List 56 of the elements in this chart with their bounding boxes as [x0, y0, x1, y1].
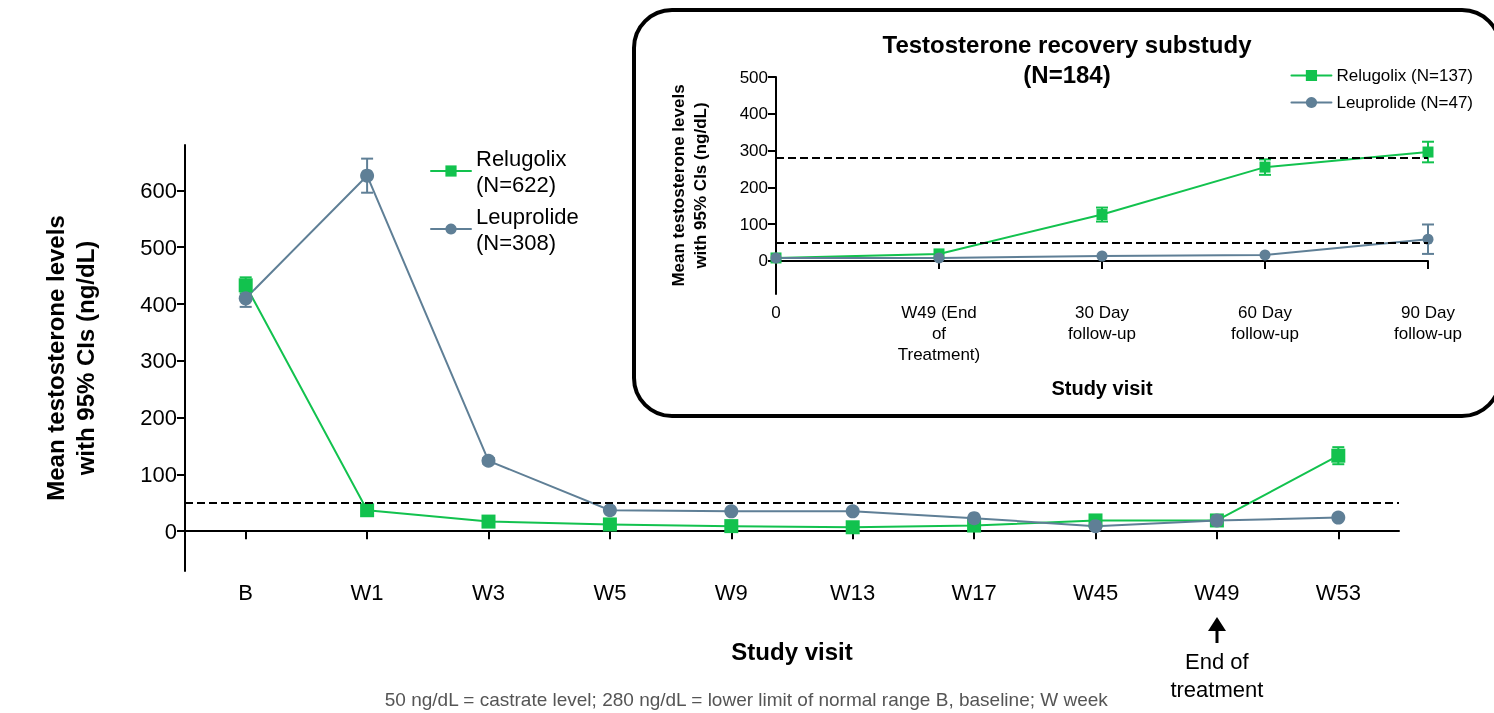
point	[724, 504, 739, 519]
y-tick-label: 400	[140, 291, 177, 317]
x-tick-label: W1	[350, 579, 384, 605]
x-tick-label: 90 Day follow-up	[1393, 303, 1463, 343]
y-tick-label: 600	[140, 177, 177, 203]
x-tick-label: 60 Day follow-up	[1230, 303, 1300, 343]
point	[1331, 510, 1346, 525]
legend-label: Leuprolide (N=308)	[476, 203, 579, 255]
point	[1088, 519, 1103, 534]
x-tick-label: W45	[1072, 579, 1119, 605]
y-tick-label: 500	[739, 67, 768, 87]
legend-label: Relugolix (N=622)	[476, 145, 567, 197]
y-tick-label: 0	[164, 518, 177, 544]
y-axis-title: Mean testosterone levels with 95% CIs (ng/dL)	[668, 84, 710, 287]
point	[724, 519, 739, 534]
y-tick-label: 0	[758, 251, 768, 271]
point	[481, 514, 496, 529]
y-axis-title: Mean testosterone levels with 95% CIs (ng/dL)	[41, 215, 99, 501]
x-tick-label: W5	[593, 579, 627, 605]
point	[360, 503, 375, 518]
x-tick-label: B	[238, 579, 254, 605]
x-tick-label: W13	[830, 579, 876, 605]
x-tick-label: W53	[1315, 579, 1361, 605]
x-axis-title: Study visit	[1051, 377, 1153, 399]
x-tick-label: W49 (End of Treatment)	[897, 303, 981, 364]
y-tick-label: 300	[739, 141, 768, 161]
legend-label: Leuprolide (N=47)	[1336, 93, 1474, 112]
x-tick-label: 0	[771, 303, 781, 322]
x-tick-label: W49	[1194, 579, 1240, 605]
x-tick-label: 30 Day follow-up	[1067, 303, 1137, 343]
y-tick-label: 500	[140, 234, 177, 260]
y-tick-label: 100	[739, 214, 768, 234]
point	[1422, 146, 1434, 158]
chart-title: Testosterone recovery substudy (N=184)	[882, 30, 1253, 88]
point	[1096, 250, 1108, 262]
y-tick-label: 200	[739, 177, 768, 197]
point	[1259, 249, 1271, 261]
point	[845, 504, 860, 519]
point	[967, 511, 982, 526]
x-tick-label: W3	[472, 579, 505, 605]
x-tick-label: W9	[714, 579, 748, 605]
y-tick-label: 100	[140, 461, 177, 487]
point	[845, 520, 860, 535]
point	[602, 517, 617, 532]
x-tick-label: W17	[951, 579, 997, 605]
x-axis-title: Study visit	[731, 637, 853, 665]
legend-label: Relugolix (N=137)	[1336, 66, 1473, 85]
y-tick-label: 300	[140, 348, 177, 374]
point	[602, 503, 617, 518]
annotation: End of treatment	[1170, 648, 1264, 702]
y-tick-label: 400	[739, 104, 768, 124]
y-tick-label: 200	[140, 405, 177, 431]
point	[481, 453, 496, 468]
point	[933, 252, 945, 264]
point	[360, 168, 375, 183]
text: 50 ng/dL = castrate level; 280 ng/dL = lower limit of normal range B, baseline; W week	[384, 689, 1109, 710]
